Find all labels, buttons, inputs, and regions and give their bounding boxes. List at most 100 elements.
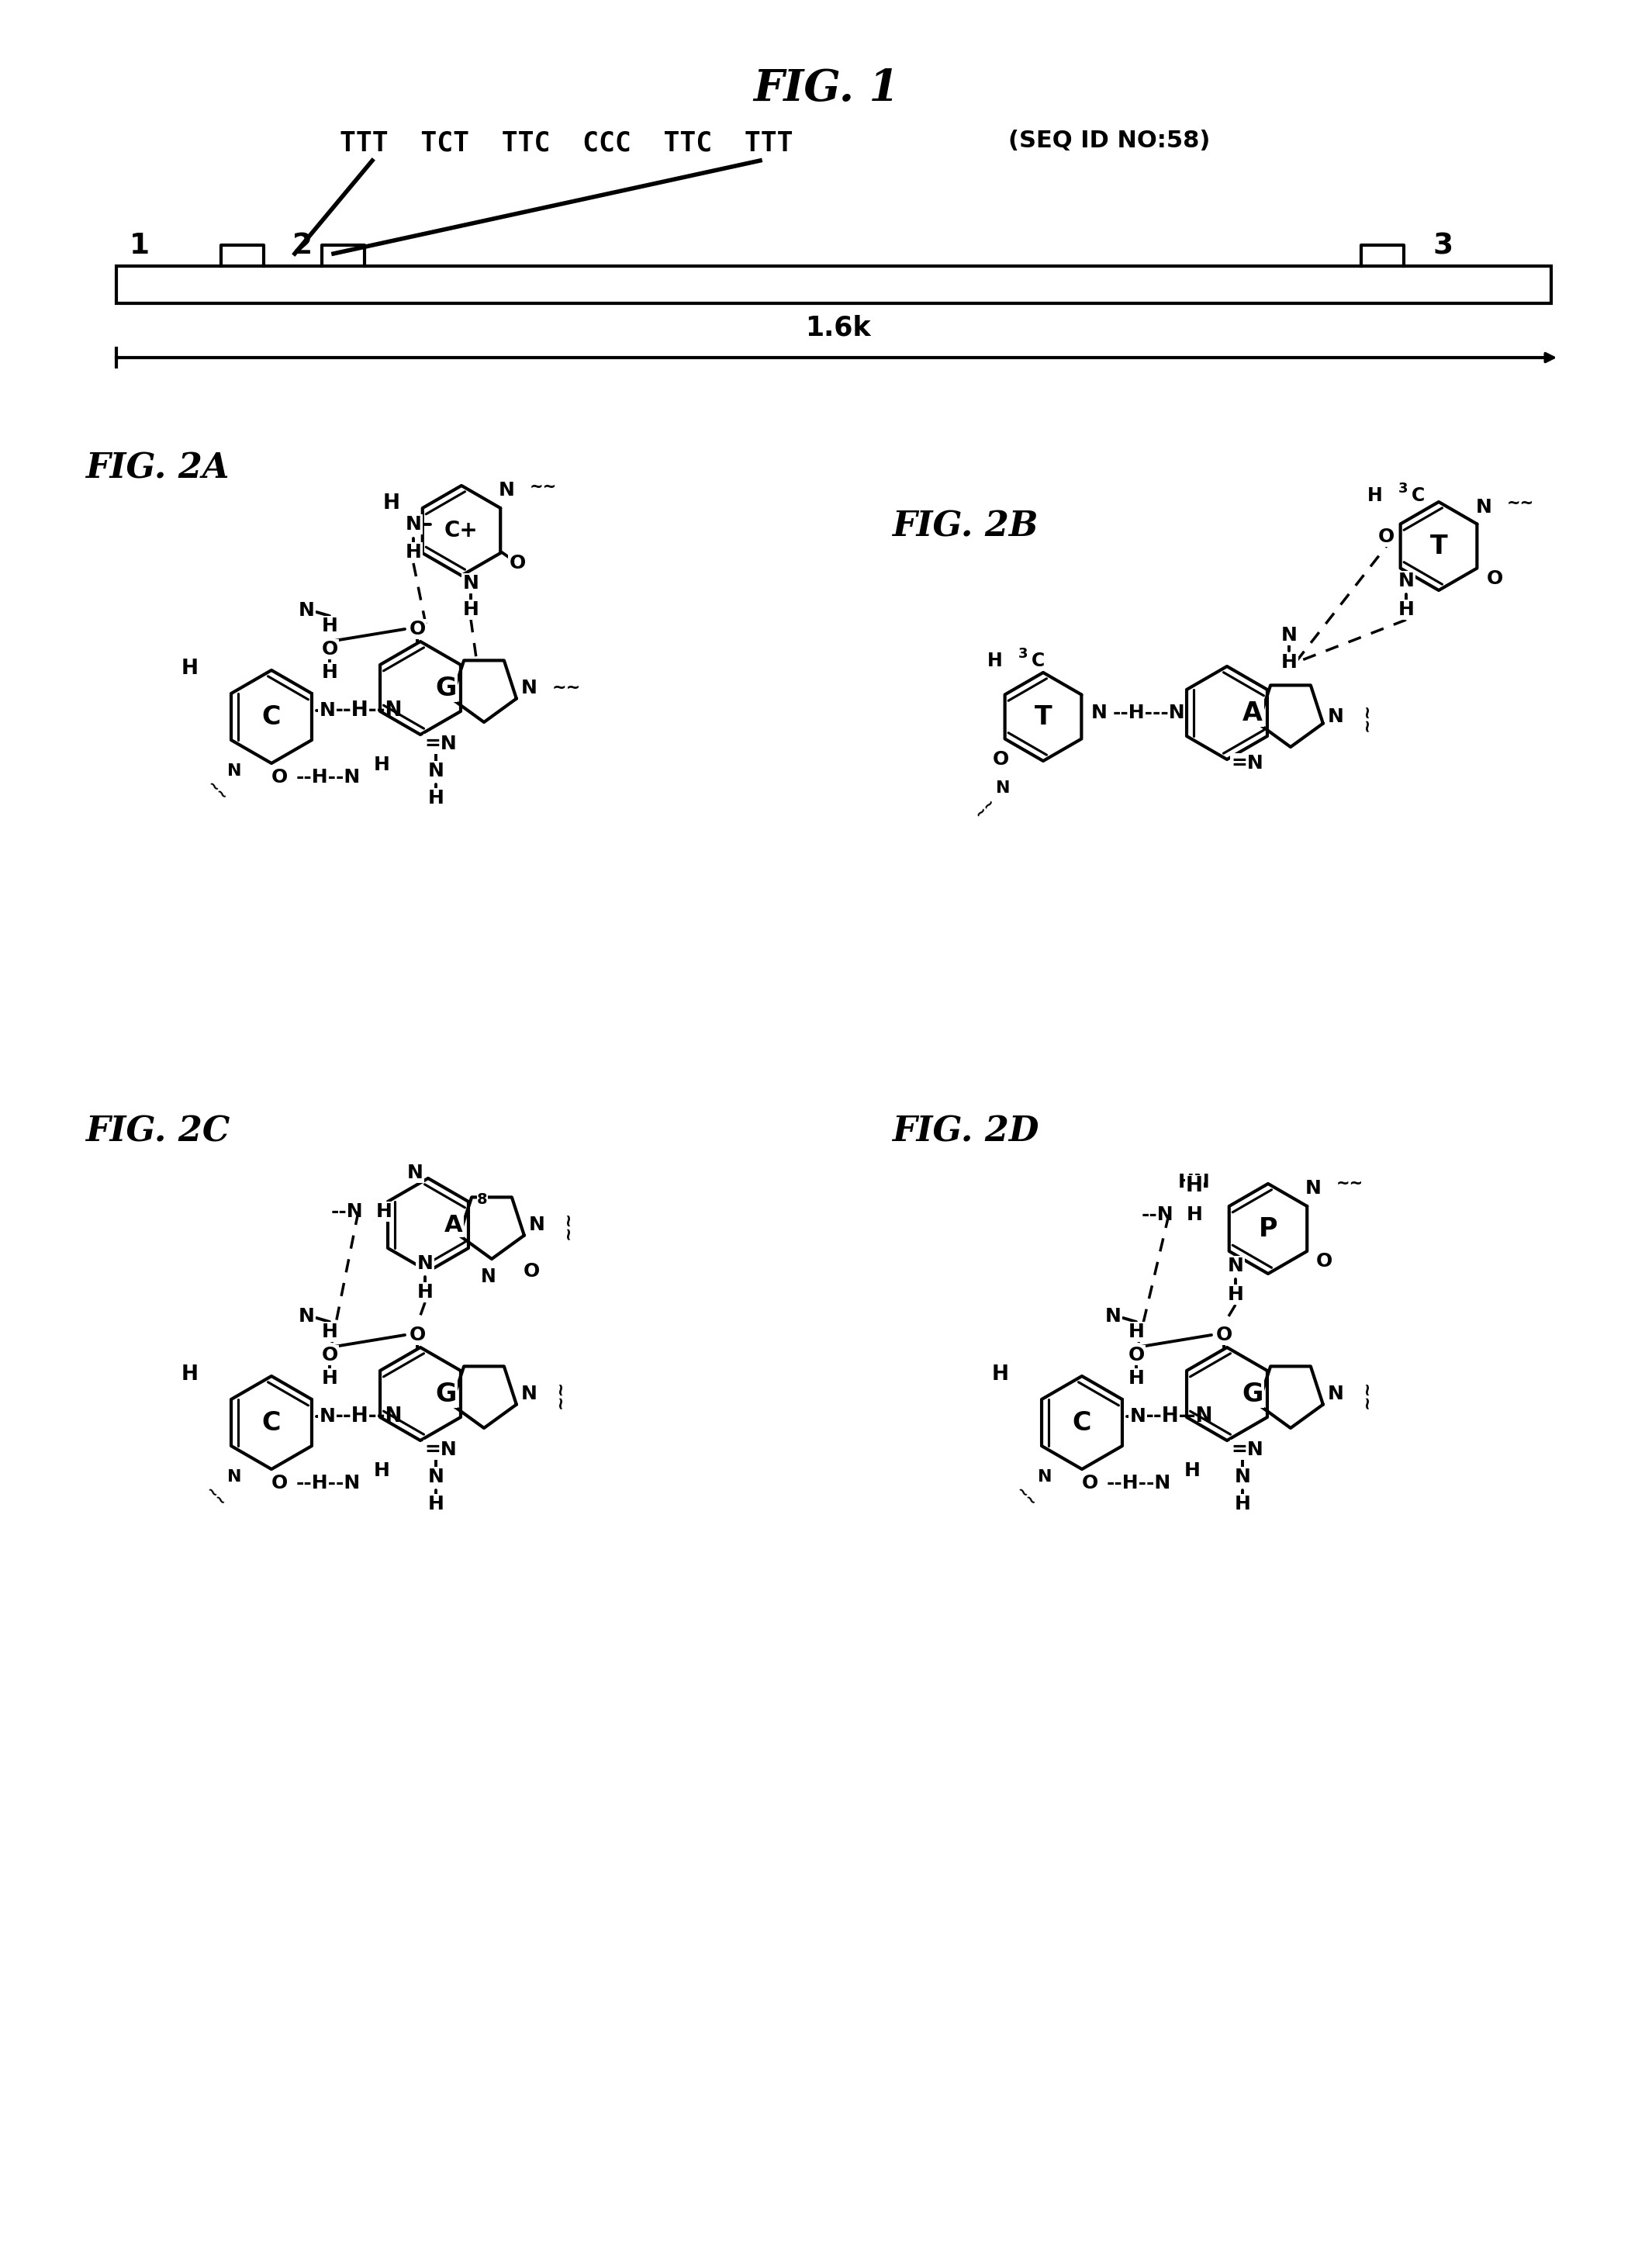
Text: H: H bbox=[182, 1365, 198, 1385]
Text: N: N bbox=[1280, 625, 1297, 645]
Text: FIG. 1: FIG. 1 bbox=[753, 67, 899, 110]
Text: ~~: ~~ bbox=[560, 1210, 575, 1239]
Text: FIG. 2D: FIG. 2D bbox=[892, 1116, 1039, 1147]
Text: N: N bbox=[1305, 1179, 1322, 1197]
Text: N: N bbox=[299, 601, 314, 621]
Text: N: N bbox=[499, 482, 514, 500]
Text: C: C bbox=[263, 704, 281, 731]
Text: T: T bbox=[1034, 704, 1052, 731]
Text: O: O bbox=[410, 1327, 426, 1345]
Text: N: N bbox=[405, 515, 421, 533]
Text: ~~: ~~ bbox=[1360, 701, 1374, 731]
Text: H: H bbox=[1186, 1206, 1203, 1224]
Text: C: C bbox=[1411, 486, 1426, 504]
Text: HN: HN bbox=[1178, 1172, 1209, 1192]
Text: N: N bbox=[1130, 1407, 1146, 1425]
Text: G: G bbox=[1242, 1380, 1264, 1407]
Text: ~~: ~~ bbox=[203, 1484, 228, 1510]
Text: H: H bbox=[1227, 1286, 1244, 1304]
Text: ~~: ~~ bbox=[1360, 1380, 1374, 1407]
Text: H: H bbox=[373, 1461, 390, 1479]
Text: =N: =N bbox=[1231, 1441, 1264, 1459]
Text: N: N bbox=[1105, 1307, 1122, 1327]
Text: O: O bbox=[1315, 1253, 1332, 1271]
Text: 1.6k: 1.6k bbox=[805, 314, 871, 341]
Text: N: N bbox=[529, 1215, 545, 1235]
Text: O: O bbox=[1378, 527, 1394, 547]
Text: H: H bbox=[463, 601, 479, 619]
Text: C: C bbox=[1031, 652, 1046, 670]
Text: N: N bbox=[1328, 1385, 1343, 1403]
Text: 3: 3 bbox=[1432, 231, 1452, 260]
Text: A: A bbox=[444, 1215, 463, 1237]
Text: H: H bbox=[1128, 1369, 1145, 1387]
Text: H: H bbox=[1368, 486, 1383, 504]
Text: N: N bbox=[520, 679, 537, 697]
Text: H: H bbox=[1128, 1322, 1145, 1340]
Text: =N: =N bbox=[425, 1441, 456, 1459]
Text: O: O bbox=[271, 1475, 287, 1493]
Text: N: N bbox=[463, 574, 479, 592]
Bar bbox=[116, 267, 1551, 303]
Text: O: O bbox=[509, 554, 525, 571]
Text: ~~: ~~ bbox=[1336, 1177, 1363, 1192]
Text: H: H bbox=[1184, 1461, 1199, 1479]
Text: H: H bbox=[322, 1322, 337, 1340]
Text: H: H bbox=[428, 789, 444, 807]
Text: T: T bbox=[1431, 533, 1447, 558]
Text: --H--N: --H--N bbox=[296, 769, 360, 787]
Text: C: C bbox=[1072, 1410, 1092, 1436]
Text: 3: 3 bbox=[1398, 482, 1408, 495]
Text: N: N bbox=[406, 1163, 423, 1183]
Text: C: C bbox=[263, 1410, 281, 1436]
Text: ~~: ~~ bbox=[971, 796, 998, 822]
Text: O: O bbox=[1128, 1347, 1145, 1365]
Text: (SEQ ID NO:58): (SEQ ID NO:58) bbox=[1008, 130, 1211, 152]
Text: G: G bbox=[436, 1380, 456, 1407]
Text: A: A bbox=[1242, 699, 1262, 726]
Text: N: N bbox=[416, 1255, 433, 1273]
Text: N: N bbox=[299, 1307, 314, 1327]
Text: =N: =N bbox=[425, 735, 456, 753]
Text: N: N bbox=[319, 1407, 335, 1425]
Text: N: N bbox=[520, 1385, 537, 1403]
Text: H: H bbox=[1186, 1177, 1203, 1197]
Text: O: O bbox=[410, 621, 426, 639]
Text: ~~: ~~ bbox=[1507, 495, 1535, 511]
Text: O: O bbox=[1082, 1475, 1099, 1493]
Text: 1: 1 bbox=[129, 231, 150, 260]
Text: O: O bbox=[1216, 1327, 1232, 1345]
Text: C+: C+ bbox=[444, 520, 479, 542]
Text: N: N bbox=[319, 701, 335, 719]
Text: N: N bbox=[1398, 571, 1414, 589]
Text: N: N bbox=[1328, 708, 1343, 726]
Text: H: H bbox=[1398, 601, 1414, 619]
Text: O: O bbox=[322, 641, 339, 659]
Text: --H---N: --H---N bbox=[1113, 704, 1186, 722]
Text: N: N bbox=[481, 1268, 496, 1286]
Text: H: H bbox=[383, 493, 400, 513]
Text: FIG. 2C: FIG. 2C bbox=[86, 1116, 230, 1147]
Text: H: H bbox=[322, 663, 337, 681]
Text: --N: --N bbox=[330, 1203, 363, 1221]
Text: TTT  TCT  TTC  CCC  TTC  TTT: TTT TCT TTC CCC TTC TTT bbox=[340, 130, 793, 157]
Text: N: N bbox=[226, 764, 241, 780]
Text: H: H bbox=[416, 1284, 433, 1302]
Text: N: N bbox=[996, 780, 1009, 796]
Text: H: H bbox=[373, 755, 390, 773]
Text: 3: 3 bbox=[1018, 648, 1028, 661]
Text: --N: --N bbox=[1142, 1206, 1173, 1224]
Text: H: H bbox=[428, 1495, 444, 1513]
Text: O: O bbox=[524, 1262, 540, 1280]
Text: FIG. 2B: FIG. 2B bbox=[892, 511, 1037, 542]
Text: H: H bbox=[322, 1369, 337, 1387]
Text: H: H bbox=[1280, 652, 1297, 672]
Text: =N: =N bbox=[1231, 753, 1264, 773]
Text: N: N bbox=[1227, 1257, 1244, 1275]
Text: 2: 2 bbox=[292, 231, 312, 260]
Text: ~~: ~~ bbox=[203, 778, 230, 805]
Text: N: N bbox=[1037, 1470, 1052, 1486]
Text: O: O bbox=[993, 751, 1009, 769]
Text: N: N bbox=[1475, 498, 1492, 518]
Text: H: H bbox=[1234, 1495, 1251, 1513]
